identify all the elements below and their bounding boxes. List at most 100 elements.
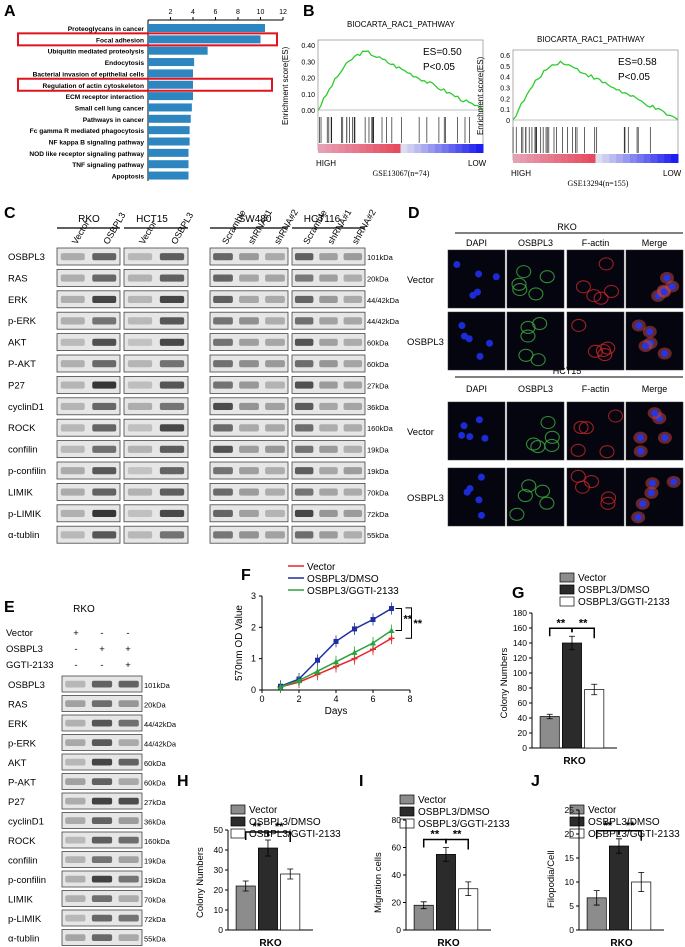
if-image — [566, 311, 625, 371]
nucleus — [475, 270, 483, 278]
size-label: 27kDa — [144, 798, 167, 807]
blot-band — [159, 338, 185, 346]
blot-band — [319, 253, 338, 261]
cell-signal — [584, 475, 600, 489]
blot-band — [60, 317, 85, 325]
cell-signal — [578, 421, 594, 435]
protein-label: P27 — [8, 380, 25, 391]
heatmap-cell — [318, 144, 326, 153]
if-column-label: DAPI — [466, 238, 487, 248]
blot-strip — [56, 311, 121, 330]
category-label: Ubiquitin mediated proteolysis — [48, 49, 145, 56]
blot-band — [343, 360, 363, 368]
bar — [148, 69, 193, 78]
blot-band — [319, 531, 338, 539]
heatmap-cell — [386, 144, 395, 153]
y-tick-label: 180 — [513, 608, 527, 618]
high-label: HIGH — [316, 159, 336, 168]
nucleus — [639, 500, 647, 508]
blot-band — [294, 381, 314, 389]
heatmap-cell — [609, 154, 617, 163]
blot-band — [239, 531, 259, 539]
blot-band — [118, 895, 139, 903]
protein-label: p-LIMIK — [8, 914, 42, 925]
lane-label: shRNA#2 — [272, 208, 300, 246]
blot-band — [239, 360, 259, 368]
bar — [148, 137, 190, 146]
blot-band — [239, 424, 259, 432]
blot-band — [65, 758, 86, 766]
tick-label: 8 — [236, 9, 240, 16]
blot-band — [319, 424, 338, 432]
blot-band — [294, 274, 314, 282]
y-tick-label: 0.1 — [500, 107, 510, 114]
heatmap-cell — [338, 144, 346, 153]
blot-band — [65, 817, 86, 825]
y-tick-label: 80 — [392, 815, 402, 825]
heatmap-cell — [352, 144, 360, 153]
blot-band — [65, 797, 86, 805]
bar — [148, 126, 190, 135]
if-image — [506, 311, 565, 371]
size-label: 101kDa — [144, 681, 171, 690]
heatmap-cell — [547, 154, 555, 163]
blot-band — [92, 467, 117, 475]
bar — [148, 35, 261, 44]
blot-band — [118, 836, 139, 844]
legend-label: Vector — [578, 573, 607, 584]
es-value: ES=0.50 — [423, 47, 462, 58]
protein-label: OSBPL3 — [8, 252, 45, 263]
sig-bracket — [422, 838, 447, 848]
blot-band — [343, 445, 363, 453]
p-value: P<0.05 — [618, 72, 650, 83]
y-tick-label: 0.00 — [301, 108, 315, 115]
blot-band — [91, 778, 113, 786]
condition-mark: - — [100, 628, 103, 639]
protein-label: P-AKT — [8, 778, 36, 789]
y-tick-label: 60 — [518, 698, 528, 708]
protein-label: p-LIMIK — [8, 509, 42, 520]
sig-bracket — [571, 627, 595, 639]
blot-band — [118, 778, 139, 786]
heatmap-cell — [568, 154, 576, 163]
heatmap-cell — [574, 154, 583, 163]
heatmap-cell — [636, 154, 645, 163]
blot-band — [127, 381, 153, 389]
nucleus — [481, 434, 489, 442]
blot-band — [213, 338, 233, 346]
tick-label: 12 — [279, 9, 287, 16]
blot-band — [213, 402, 233, 411]
size-label: 27kDa — [367, 381, 390, 390]
heatmap-cell — [331, 144, 340, 153]
blot-band — [118, 680, 139, 688]
protein-label: p-confilin — [8, 466, 46, 477]
blot-strip — [123, 397, 189, 416]
size-label: 20kDa — [367, 274, 390, 283]
blot-band — [239, 509, 259, 518]
gsea-title: BIOCARTA_RAC1_PATHWAY — [347, 20, 456, 29]
legend-label: Vector — [588, 805, 617, 816]
legend-label: OSBPL3/DMSO — [588, 817, 660, 828]
blot-band — [65, 856, 86, 864]
es-curve — [512, 60, 679, 121]
protein-label: RAS — [8, 700, 28, 711]
es-value: ES=0.58 — [618, 57, 657, 68]
panel-label-d: D — [408, 205, 420, 222]
blot-band — [127, 295, 153, 304]
y-axis-label: Enrichment score(ES) — [476, 56, 485, 135]
blot-band — [239, 381, 259, 389]
error-bar — [593, 890, 600, 906]
low-label: LOW — [663, 169, 682, 178]
blot-band — [319, 488, 338, 496]
blot-band — [159, 317, 185, 325]
legend-swatch — [559, 572, 575, 583]
heatmap-cell — [379, 144, 388, 153]
blot-band — [118, 914, 139, 922]
x-tick-label: 4 — [333, 694, 338, 704]
heatmap-cell — [664, 154, 672, 163]
bar — [148, 80, 193, 89]
cell-signal — [598, 257, 614, 271]
y-tick-label: 0 — [506, 118, 510, 125]
